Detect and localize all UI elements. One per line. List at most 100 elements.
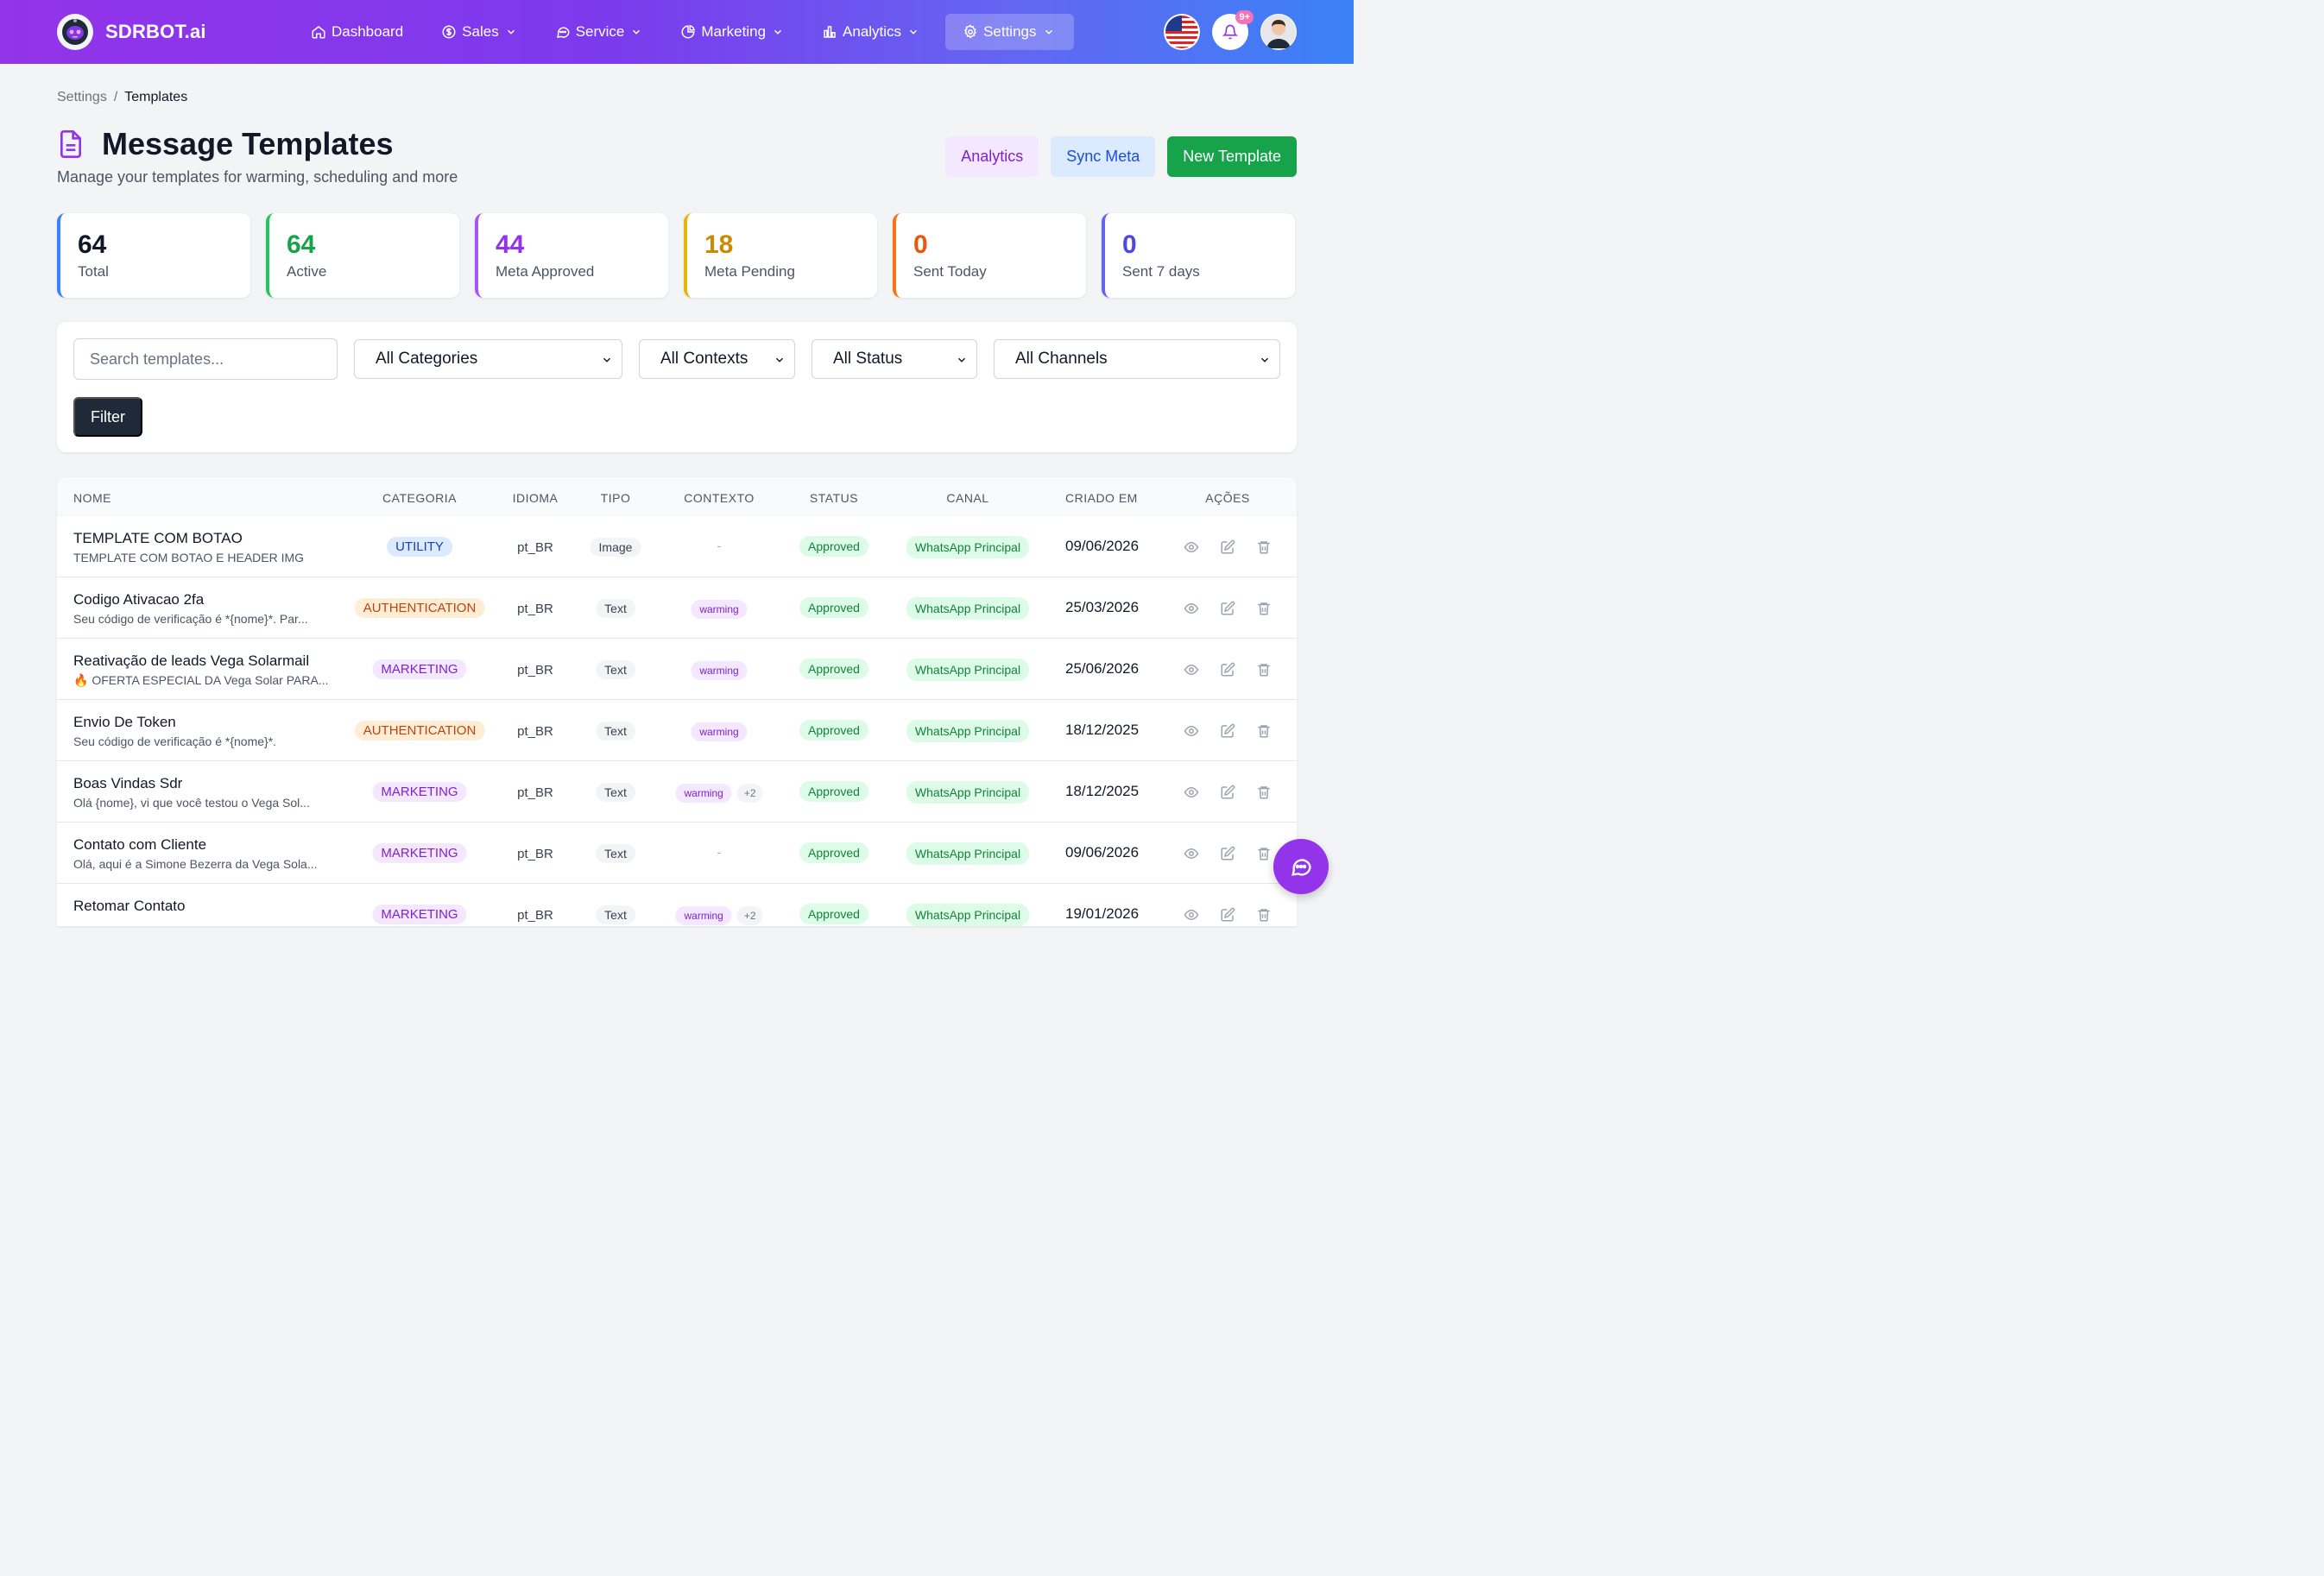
th-canal[interactable]: CANAL (946, 491, 989, 505)
nav-sales[interactable]: Sales (429, 14, 529, 50)
trash-icon[interactable] (1256, 662, 1272, 678)
category-badge: MARKETING (372, 905, 467, 924)
nav-settings[interactable]: Settings (945, 14, 1074, 50)
template-name-cell: Codigo Ativacao 2fa Seu código de verific… (73, 591, 308, 626)
eye-icon[interactable] (1184, 846, 1199, 861)
notifications-button[interactable]: 9+ (1212, 10, 1254, 50)
channel-cell: WhatsApp Principal (906, 597, 1030, 620)
row-actions (1184, 785, 1272, 800)
nav-settings-label: Settings (983, 23, 1037, 40)
filter-button[interactable]: Filter (73, 397, 142, 437)
trash-icon[interactable] (1256, 723, 1272, 739)
table-row[interactable]: Reativação de leads Vega Solarmail 🔥 OFER… (57, 639, 1297, 700)
notification-badge: 9+ (1235, 10, 1254, 24)
brand-name: SDRBOT.ai (105, 21, 206, 42)
gear-icon (963, 24, 977, 39)
nav-dashboard[interactable]: Dashboard (299, 14, 415, 50)
context-badge: warming (675, 784, 732, 803)
table-header: NOME CATEGORIA IDIOMA TIPO CONTEXTO STAT… (57, 477, 1297, 516)
eye-icon[interactable] (1184, 601, 1199, 616)
status-badge: Approved (799, 781, 868, 802)
eye-icon[interactable] (1184, 785, 1199, 800)
th-tipo[interactable]: TIPO (600, 491, 631, 505)
th-categoria[interactable]: CATEGORIA (382, 491, 457, 505)
stat-label: Active (287, 263, 327, 280)
table-body: TEMPLATE COM BOTAO TEMPLATE COM BOTAO E H… (57, 516, 1297, 926)
language-selector[interactable] (1164, 14, 1200, 50)
eye-icon[interactable] (1184, 723, 1199, 739)
nav-analytics[interactable]: Analytics (810, 14, 931, 50)
edit-icon[interactable] (1220, 785, 1235, 800)
edit-icon[interactable] (1220, 846, 1235, 861)
category-select[interactable]: All Categories (354, 339, 622, 379)
th-status[interactable]: STATUS (809, 491, 859, 505)
created-date: 18/12/2025 (1065, 722, 1140, 738)
chat-fab-button[interactable] (1273, 839, 1329, 894)
channel-badge: WhatsApp Principal (906, 659, 1030, 681)
user-avatar[interactable] (1260, 14, 1297, 50)
th-nome[interactable]: NOME (73, 491, 111, 505)
context-badge: warming (691, 600, 748, 619)
edit-icon[interactable] (1220, 601, 1235, 616)
status-select[interactable]: All Status (812, 339, 977, 379)
status-select-value: All Status (833, 350, 903, 368)
type-badge: Text (596, 599, 635, 618)
row-actions (1184, 723, 1272, 739)
type-cell: Text (596, 905, 635, 924)
trash-icon[interactable] (1256, 846, 1272, 861)
brand-logo[interactable]: SDRBOT.ai (57, 14, 206, 50)
trash-icon[interactable] (1256, 785, 1272, 800)
th-idioma[interactable]: IDIOMA (512, 491, 559, 505)
template-description: TEMPLATE COM BOTAO E HEADER IMG (73, 551, 305, 564)
th-contexto[interactable]: CONTEXTO (684, 491, 755, 505)
context-select[interactable]: All Contexts (639, 339, 795, 379)
nav-marketing[interactable]: Marketing (668, 14, 796, 50)
template-name-cell: Contato com Cliente Olá, aqui é a Simone … (73, 836, 318, 871)
table-row[interactable]: Contato com Cliente Olá, aqui é a Simone … (57, 823, 1297, 884)
edit-icon[interactable] (1220, 539, 1235, 555)
template-name-cell: Envio De Token Seu código de verificação … (73, 714, 276, 748)
category-badge: MARKETING (372, 659, 467, 679)
table-row[interactable]: Retomar Contato MARKETING pt_BR Text warming… (57, 884, 1297, 926)
eye-icon[interactable] (1184, 539, 1199, 555)
channel-cell: WhatsApp Principal (906, 904, 1030, 926)
pie-chart-icon (681, 24, 696, 39)
main-nav: Dashboard Sales Service Marketing Analyt… (299, 14, 1088, 50)
page-header: Message Templates (57, 126, 393, 162)
created-date: 09/06/2026 (1065, 844, 1140, 860)
context-more-badge[interactable]: +2 (736, 906, 763, 925)
new-template-button[interactable]: New Template (1167, 136, 1297, 177)
template-description: Seu código de verificação é *{nome}*. (73, 734, 277, 748)
eye-icon[interactable] (1184, 662, 1199, 678)
language-cell: pt_BR (517, 602, 553, 616)
sync-meta-button[interactable]: Sync Meta (1051, 136, 1156, 177)
edit-icon[interactable] (1220, 662, 1235, 678)
row-actions (1184, 907, 1272, 923)
channel-cell: WhatsApp Principal (906, 781, 1030, 804)
row-actions (1184, 846, 1272, 861)
trash-icon[interactable] (1256, 539, 1272, 555)
edit-icon[interactable] (1220, 723, 1235, 739)
breadcrumb-settings[interactable]: Settings (57, 90, 107, 104)
table-row[interactable]: Envio De Token Seu código de verificação … (57, 700, 1297, 761)
chevron-down-icon (957, 357, 966, 362)
trash-icon[interactable] (1256, 907, 1272, 923)
edit-icon[interactable] (1220, 907, 1235, 923)
th-criado-em[interactable]: CRIADO EM (1065, 491, 1138, 505)
trash-icon[interactable] (1256, 601, 1272, 616)
status-badge: Approved (799, 597, 868, 618)
stat-card-sent-today: 0 Sent Today (893, 213, 1086, 298)
channel-select[interactable]: All Channels (994, 339, 1280, 379)
category-badge: AUTHENTICATION (354, 598, 485, 618)
table-row[interactable]: Codigo Ativacao 2fa Seu código de verific… (57, 577, 1297, 639)
table-row[interactable]: TEMPLATE COM BOTAO TEMPLATE COM BOTAO E H… (57, 516, 1297, 577)
context-more-badge[interactable]: +2 (736, 784, 763, 803)
type-badge: Text (596, 660, 635, 679)
eye-icon[interactable] (1184, 907, 1199, 923)
category-cell: AUTHENTICATION (354, 598, 485, 618)
table-row[interactable]: Boas Vindas Sdr Olá {nome}, vi que você t… (57, 761, 1297, 823)
analytics-button[interactable]: Analytics (945, 136, 1039, 177)
search-input[interactable] (73, 338, 338, 380)
category-badge: MARKETING (372, 782, 467, 802)
nav-service[interactable]: Service (543, 14, 655, 50)
